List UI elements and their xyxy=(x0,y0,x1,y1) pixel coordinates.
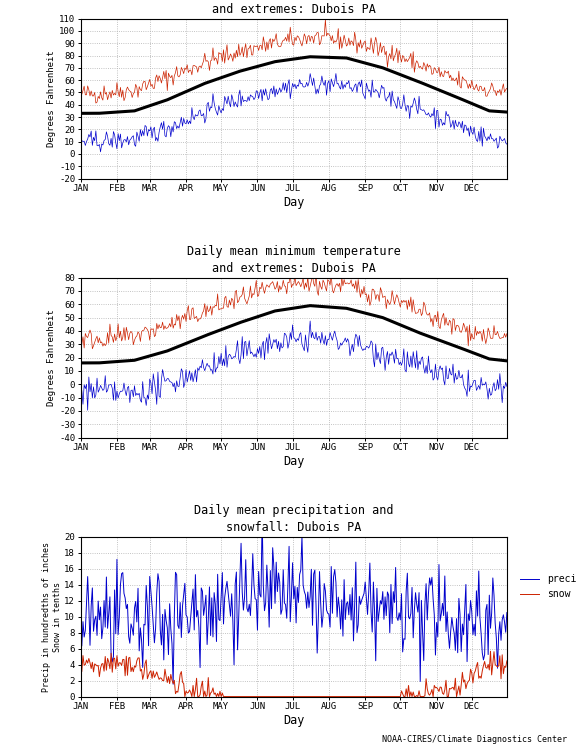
Title: Daily mean precipitation and
snowfall: Dubois PA: Daily mean precipitation and snowfall: D… xyxy=(194,504,393,534)
X-axis label: Day: Day xyxy=(283,455,305,468)
Y-axis label: Precip in hundredths of inches
Snow in tenths: Precip in hundredths of inches Snow in t… xyxy=(42,542,62,691)
X-axis label: Day: Day xyxy=(283,196,305,209)
X-axis label: Day: Day xyxy=(283,714,305,727)
Title: Daily mean minimum temperature
and extremes: Dubois PA: Daily mean minimum temperature and extre… xyxy=(187,245,401,275)
Legend: precip, snow: precip, snow xyxy=(516,571,576,603)
Text: NOAA-CIRES/Climate Diagnostics Center: NOAA-CIRES/Climate Diagnostics Center xyxy=(382,735,567,744)
Title: Daily mean maximum temperature
and extremes: Dubois PA: Daily mean maximum temperature and extre… xyxy=(187,0,401,16)
Y-axis label: Degrees Fahrenheit: Degrees Fahrenheit xyxy=(47,50,56,147)
Y-axis label: Degrees Fahrenheit: Degrees Fahrenheit xyxy=(47,309,56,406)
